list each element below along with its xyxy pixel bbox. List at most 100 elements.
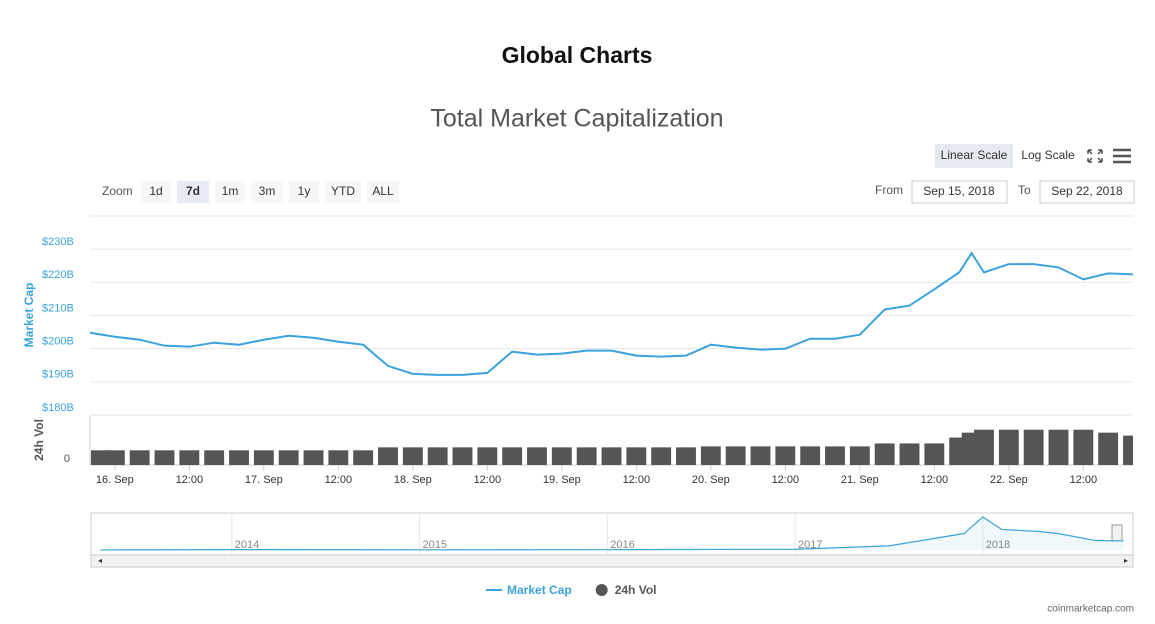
x-tick-label: 12:00 — [921, 474, 949, 486]
volume-bar — [700, 446, 721, 465]
x-tick-label: 21. Sep — [841, 474, 879, 486]
volume-bar — [651, 447, 672, 465]
from-input[interactable] — [911, 180, 1008, 204]
x-tick-label: 12:00 — [772, 474, 800, 486]
volume-bar — [129, 450, 150, 465]
volume-bar — [1073, 429, 1094, 465]
volume-bar — [825, 446, 845, 465]
zoom-label: Zoom — [102, 184, 133, 198]
x-tick-label: 17. Sep — [245, 474, 283, 486]
credit: coinmarketcap.com — [1047, 604, 1134, 615]
volume-bar — [924, 443, 945, 465]
volume-bar — [154, 450, 175, 465]
volume-bar — [452, 447, 473, 465]
zoom-button-bg[interactable] — [367, 181, 399, 203]
x-tick-label: 18. Sep — [394, 474, 432, 486]
zoom-button[interactable]: 7d — [186, 184, 200, 198]
y2-axis-title: 24h Vol — [32, 419, 46, 461]
volume-bar — [750, 446, 771, 465]
volume-bar — [1048, 429, 1069, 465]
fullscreen-icon[interactable] — [1087, 149, 1103, 163]
scale-button[interactable]: Linear Scale — [941, 148, 1008, 162]
y-tick-label: $230B — [42, 236, 74, 248]
legend-dot[interactable] — [595, 584, 608, 596]
volume-bar — [998, 429, 1019, 465]
volume-bar — [253, 450, 274, 465]
to-label: To — [1018, 183, 1031, 197]
volume-bar — [378, 447, 398, 465]
scroll-right[interactable]: ▸ — [1124, 556, 1128, 565]
page-title: Global Charts — [502, 42, 653, 68]
chart-title: Total Market Capitalization — [430, 105, 723, 133]
scale-button[interactable]: Log Scale — [1021, 148, 1075, 162]
volume-bar — [1098, 432, 1119, 465]
volume-bar — [626, 447, 647, 465]
volume-bar — [676, 447, 696, 465]
x-tick-label: 20. Sep — [692, 474, 730, 486]
zoom-button[interactable]: YTD — [331, 184, 355, 198]
volume-bar — [800, 446, 821, 465]
volume-bar — [502, 447, 523, 465]
zoom-button[interactable]: 1m — [222, 184, 239, 198]
zoom-button-bg[interactable] — [325, 181, 361, 203]
x-tick-label: 12:00 — [623, 474, 651, 486]
x-tick-label: 16. Sep — [96, 474, 134, 486]
zoom-button-bg[interactable] — [289, 181, 319, 203]
volume-bar — [477, 447, 498, 465]
zoom-button[interactable]: 1y — [298, 184, 311, 198]
market-cap-line — [89, 251, 1134, 376]
volume-bar — [229, 450, 249, 465]
volume-bar — [204, 450, 225, 465]
y-tick-label: $200B — [42, 336, 74, 348]
volume-bar — [179, 450, 200, 465]
from-value: Sep 15, 2018 — [923, 184, 995, 198]
x-tick-label: 22. Sep — [990, 474, 1028, 486]
volume-bar — [278, 450, 299, 465]
navigator-area — [100, 517, 1124, 550]
zoom-button-bg[interactable] — [251, 181, 283, 203]
x-tick-label: 19. Sep — [543, 474, 581, 486]
y-tick-label: $210B — [42, 302, 74, 314]
zoom-button[interactable]: ALL — [372, 184, 394, 198]
to-input[interactable] — [1039, 180, 1135, 204]
navigator-tick-label: 2018 — [986, 539, 1010, 551]
volume-bar — [1023, 429, 1044, 465]
volume-bar — [601, 447, 622, 465]
legend-label[interactable]: 24h Vol — [615, 583, 657, 597]
zoom-button[interactable]: 3m — [259, 184, 276, 198]
volume-bar — [974, 429, 994, 465]
x-tick-label: 12:00 — [474, 474, 502, 486]
scale-button-bg[interactable] — [935, 144, 1013, 168]
scrollbar[interactable] — [90, 554, 1134, 568]
x-tick-label: 12:00 — [176, 474, 204, 486]
y-tick-label: $220B — [42, 269, 74, 281]
navigator-line — [100, 516, 1124, 551]
y-tick-label: $190B — [42, 369, 74, 381]
y2-tick-label: 0 — [64, 453, 70, 465]
volume-bar — [849, 446, 870, 465]
legend-label[interactable]: Market Cap — [507, 583, 572, 597]
zoom-button-bg[interactable] — [215, 181, 245, 203]
navigator-tick-label: 2014 — [235, 539, 259, 551]
navigator-handle[interactable] — [1111, 524, 1123, 542]
zoom-button[interactable]: 1d — [149, 184, 162, 198]
volume-bar — [427, 447, 448, 465]
volume-bar — [874, 443, 895, 465]
navigator-tick-label: 2016 — [610, 539, 634, 551]
menu-icon[interactable] — [1113, 148, 1131, 164]
x-tick-label: 12:00 — [1070, 474, 1098, 486]
y-axis-title: Market Cap — [22, 283, 36, 348]
volume-bar — [328, 450, 349, 465]
zoom-button-bg[interactable] — [177, 181, 209, 203]
zoom-button-bg[interactable] — [141, 181, 171, 203]
volume-bar — [1123, 435, 1133, 465]
x-tick-label: 12:00 — [325, 474, 353, 486]
volume-bar — [576, 447, 597, 465]
navigator-tick-label: 2015 — [423, 539, 447, 551]
scroll-left[interactable]: ◂ — [98, 556, 102, 565]
from-label: From — [875, 183, 903, 197]
volume-bar — [527, 447, 547, 465]
volume-bar — [303, 450, 324, 465]
volume-bar — [353, 450, 374, 465]
